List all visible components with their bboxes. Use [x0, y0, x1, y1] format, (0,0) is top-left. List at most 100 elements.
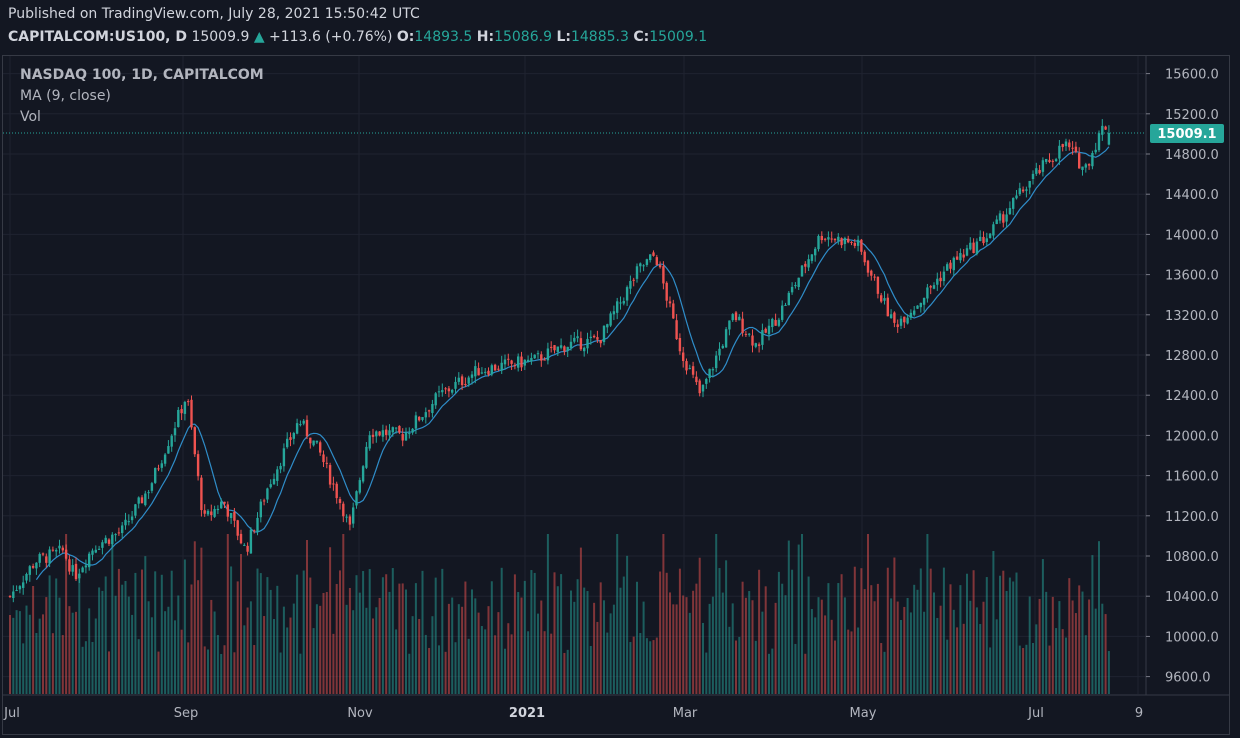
candle: [266, 487, 269, 503]
candle: [526, 355, 530, 363]
volume-bar: [381, 577, 384, 694]
time-tick-label: 2021: [509, 706, 545, 721]
candle-body: [784, 304, 787, 306]
candle-body: [134, 504, 137, 516]
candle-body: [249, 529, 253, 554]
candle: [38, 552, 41, 568]
candle: [500, 355, 503, 375]
candle: [998, 210, 1002, 224]
published-caption: Published on TradingView.com, July 28, 2…: [8, 6, 420, 22]
volume-bars: [9, 534, 1110, 694]
candle-body: [371, 434, 375, 437]
volume-bar: [721, 592, 724, 694]
candle: [523, 359, 526, 370]
candle: [210, 504, 213, 521]
volume-bar: [606, 632, 609, 694]
candle: [127, 514, 130, 526]
candle-body: [160, 463, 163, 468]
candle: [467, 375, 470, 387]
candle: [437, 385, 441, 398]
candle: [45, 553, 48, 568]
candle: [272, 473, 276, 485]
candle-body: [800, 265, 804, 277]
volume-bar: [573, 601, 576, 694]
candle: [305, 415, 309, 440]
ma-legend[interactable]: MA (9, close): [20, 88, 111, 104]
volume-bar: [388, 591, 391, 694]
volume-bar: [187, 642, 190, 694]
candle-body: [619, 302, 622, 304]
volume-bar: [873, 601, 876, 694]
candle: [41, 552, 45, 557]
chart-frame[interactable]: [2, 55, 1230, 735]
candle-body: [305, 419, 309, 437]
candle-body: [764, 328, 767, 333]
volume-bar: [75, 611, 77, 694]
candle-body: [312, 440, 315, 446]
candle-body: [625, 287, 629, 301]
candle: [94, 545, 97, 554]
candle: [325, 456, 328, 469]
volume-bar: [266, 577, 269, 694]
candle: [137, 496, 140, 509]
volume-bar: [197, 580, 200, 694]
candle-body: [972, 242, 975, 254]
price-tick-label: 12400.0: [1165, 389, 1219, 404]
symbol-label: CAPITALCOM:US100, D: [8, 29, 187, 45]
candle-body: [236, 520, 239, 536]
candle: [1021, 186, 1025, 193]
volume-bar: [174, 620, 176, 694]
volume-bar: [513, 574, 516, 694]
candle: [398, 425, 401, 435]
candle-body: [946, 264, 949, 271]
candle-body: [497, 368, 500, 370]
candle: [863, 249, 866, 266]
vol-legend[interactable]: Vol: [20, 109, 41, 125]
candle: [596, 330, 599, 343]
volume-bar: [949, 584, 952, 694]
candle: [883, 291, 886, 305]
candle: [335, 481, 338, 504]
volume-bar: [160, 574, 163, 694]
candle: [173, 421, 177, 442]
candle-body: [12, 591, 15, 599]
candle-body: [226, 504, 229, 517]
candle-body: [810, 254, 814, 261]
candle: [117, 527, 121, 536]
volume-bar: [995, 619, 998, 694]
candle-body: [25, 574, 28, 581]
candle-body: [741, 318, 744, 333]
candle-body: [955, 256, 959, 260]
candle-body: [295, 423, 299, 434]
volume-bar: [758, 569, 761, 694]
volume-bar: [527, 631, 530, 694]
candle: [939, 271, 942, 288]
candle-body: [1041, 160, 1045, 172]
candle-body: [1031, 173, 1035, 180]
candle-body: [1064, 141, 1068, 147]
volume-bar: [121, 584, 124, 694]
candle: [827, 231, 830, 247]
candle: [682, 346, 685, 368]
volume-bar: [180, 629, 183, 694]
volume-bar: [1041, 559, 1044, 694]
candle: [639, 262, 642, 273]
volume-bar: [385, 574, 388, 694]
candle: [573, 331, 576, 344]
candle: [1018, 182, 1021, 197]
candle: [731, 313, 734, 322]
candle-body: [101, 542, 104, 548]
volume-bar: [1028, 596, 1031, 694]
volume-bar: [566, 649, 569, 694]
candle: [51, 546, 55, 552]
volume-bar: [471, 589, 473, 694]
candle: [91, 548, 94, 561]
candle-body: [286, 438, 289, 448]
candle: [1101, 119, 1104, 141]
candle: [665, 281, 668, 308]
volume-bar: [702, 622, 704, 694]
volume-bar: [543, 631, 546, 694]
volume-bar: [883, 651, 886, 694]
candle: [982, 231, 985, 246]
